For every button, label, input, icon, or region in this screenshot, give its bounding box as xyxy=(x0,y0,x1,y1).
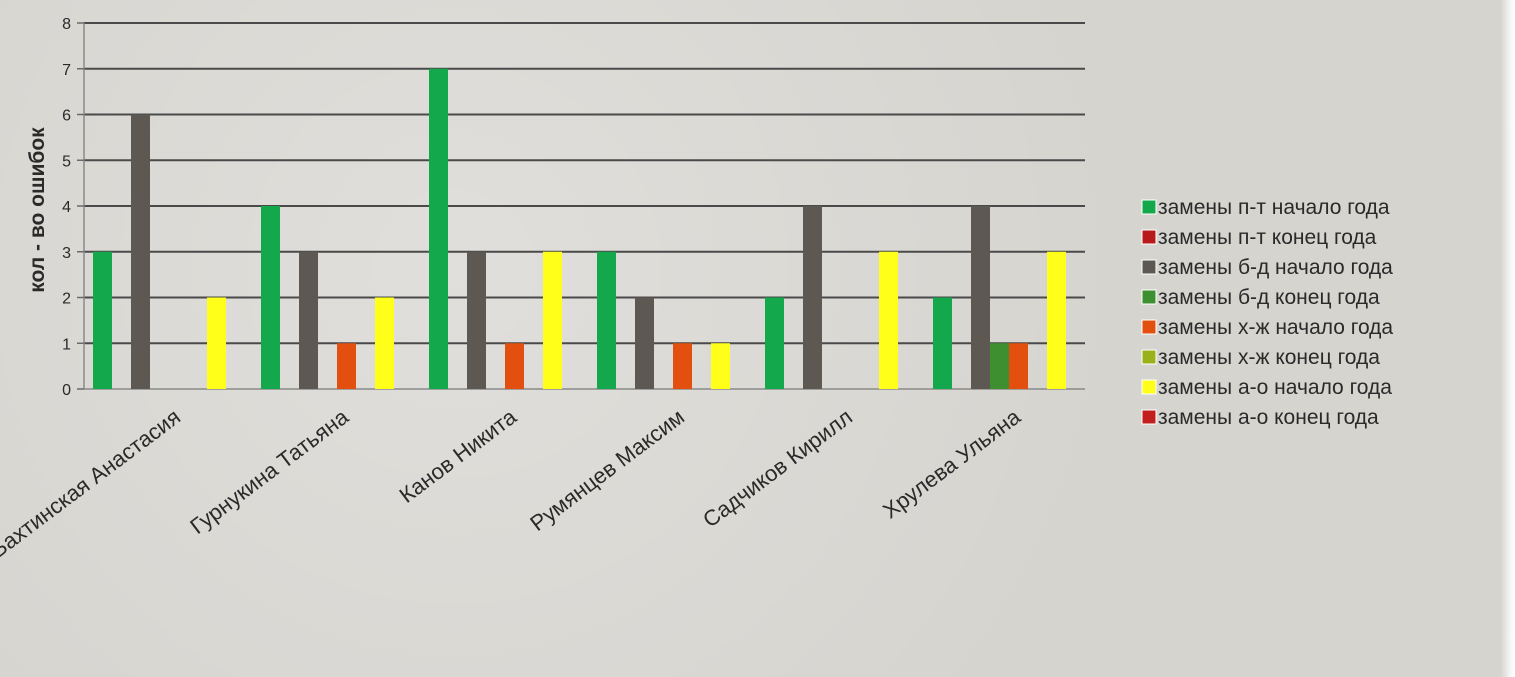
bar xyxy=(765,297,784,389)
legend-swatch xyxy=(1141,229,1157,245)
y-tick-label: 8 xyxy=(62,16,71,33)
legend-label: замены б-д конец года xyxy=(1158,286,1380,309)
bar xyxy=(207,297,226,389)
x-axis-labels: Бахтинская Анастасия Гурнукина Татьяна Кан… xyxy=(0,404,1026,563)
legend-label: замены п-т конец года xyxy=(1158,226,1377,249)
x-category-label: Гурнукина Татьяна xyxy=(185,404,353,539)
bar xyxy=(933,297,952,389)
bar xyxy=(711,343,730,389)
bar xyxy=(375,297,394,389)
bar xyxy=(337,343,356,389)
x-category-label: Бахтинская Анастасия xyxy=(0,404,185,563)
legend-swatch xyxy=(1141,199,1157,215)
x-category-label: Хрулева Ульяна xyxy=(878,404,1026,524)
y-tick-label: 3 xyxy=(62,245,71,262)
legend: замены п-т начало года замены п-т конец г… xyxy=(1141,196,1393,429)
right-edge-highlight xyxy=(1501,0,1515,677)
bar xyxy=(990,343,1009,389)
gridlines xyxy=(83,22,1085,390)
y-tick-label: 5 xyxy=(62,153,71,170)
bar xyxy=(467,251,486,389)
x-category-label: Румянцев Максим xyxy=(525,404,689,536)
legend-label: замены п-т начало года xyxy=(1158,196,1390,219)
y-tick-label: 0 xyxy=(62,382,71,399)
bar xyxy=(93,251,112,389)
bar xyxy=(261,206,280,389)
legend-swatch xyxy=(1141,259,1157,275)
bar xyxy=(299,251,318,389)
y-axis-label: кол - во ошибок xyxy=(26,127,49,293)
bar xyxy=(879,251,898,389)
legend-swatch xyxy=(1141,349,1157,365)
x-category-label: Канов Никита xyxy=(395,404,522,508)
y-axis-ticks: 0 1 2 3 4 5 6 7 8 xyxy=(62,16,84,399)
legend-label: замены а-о начало года xyxy=(1158,376,1392,399)
y-tick-label: 6 xyxy=(62,108,71,125)
legend-swatch xyxy=(1141,289,1157,305)
bar xyxy=(505,343,524,389)
bar xyxy=(803,206,822,389)
legend-swatch xyxy=(1141,379,1157,395)
x-category-label: Садчиков Кирилл xyxy=(698,404,857,532)
bar xyxy=(429,68,448,389)
legend-label: замены а-о конец года xyxy=(1158,406,1379,429)
legend-swatch xyxy=(1141,409,1157,425)
y-tick-label: 4 xyxy=(62,199,71,216)
bars xyxy=(93,68,1066,389)
bar xyxy=(1009,343,1028,389)
y-tick-label: 1 xyxy=(62,336,71,353)
legend-label: замены б-д начало года xyxy=(1158,256,1393,279)
y-tick-label: 7 xyxy=(62,62,71,79)
bar xyxy=(1047,251,1066,389)
bar xyxy=(971,206,990,389)
bar xyxy=(597,251,616,389)
legend-label: замены х-ж начало года xyxy=(1158,316,1393,339)
legend-swatch xyxy=(1141,319,1157,335)
bar xyxy=(543,251,562,389)
legend-label: замены х-ж конец года xyxy=(1158,346,1380,369)
bar xyxy=(673,343,692,389)
y-tick-label: 2 xyxy=(62,291,71,308)
bar xyxy=(635,297,654,389)
bar xyxy=(131,114,150,389)
